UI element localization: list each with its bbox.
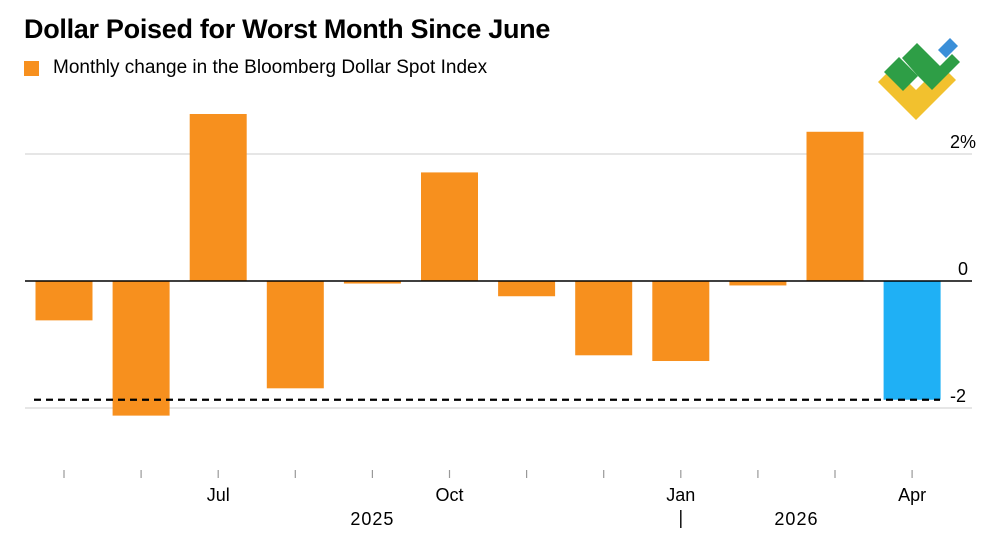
bar [575, 281, 633, 356]
y-tick-label: 0 [958, 259, 968, 279]
y-tick-label: -2 [950, 386, 966, 406]
brand-logo-icon [878, 38, 960, 120]
legend-swatch [24, 60, 39, 76]
x-tick-label: Oct [435, 485, 463, 505]
bar [112, 281, 170, 416]
axes: 2% 0 -2 Jul Oct Jan Apr 2025 2026 [25, 132, 976, 529]
bar [883, 281, 941, 400]
bar [266, 281, 324, 389]
bar [189, 113, 247, 282]
year-label: 2026 [774, 509, 818, 529]
bar [35, 281, 93, 321]
legend: Monthly change in the Bloomberg Dollar S… [24, 57, 487, 79]
x-tick-label: Jul [207, 485, 230, 505]
bar [421, 172, 478, 281]
bars [35, 113, 941, 416]
bar [806, 131, 864, 281]
x-tick-label: Apr [898, 485, 926, 505]
y-tick-label: 2% [950, 132, 976, 152]
bar [498, 281, 556, 297]
bar [729, 281, 787, 286]
chart-title: Dollar Poised for Worst Month Since June [24, 14, 551, 44]
legend-label: Monthly change in the Bloomberg Dollar S… [53, 57, 488, 78]
bar [343, 281, 401, 284]
bar [652, 281, 710, 362]
year-label: 2025 [350, 509, 394, 529]
x-tick-label: Jan [666, 485, 695, 505]
